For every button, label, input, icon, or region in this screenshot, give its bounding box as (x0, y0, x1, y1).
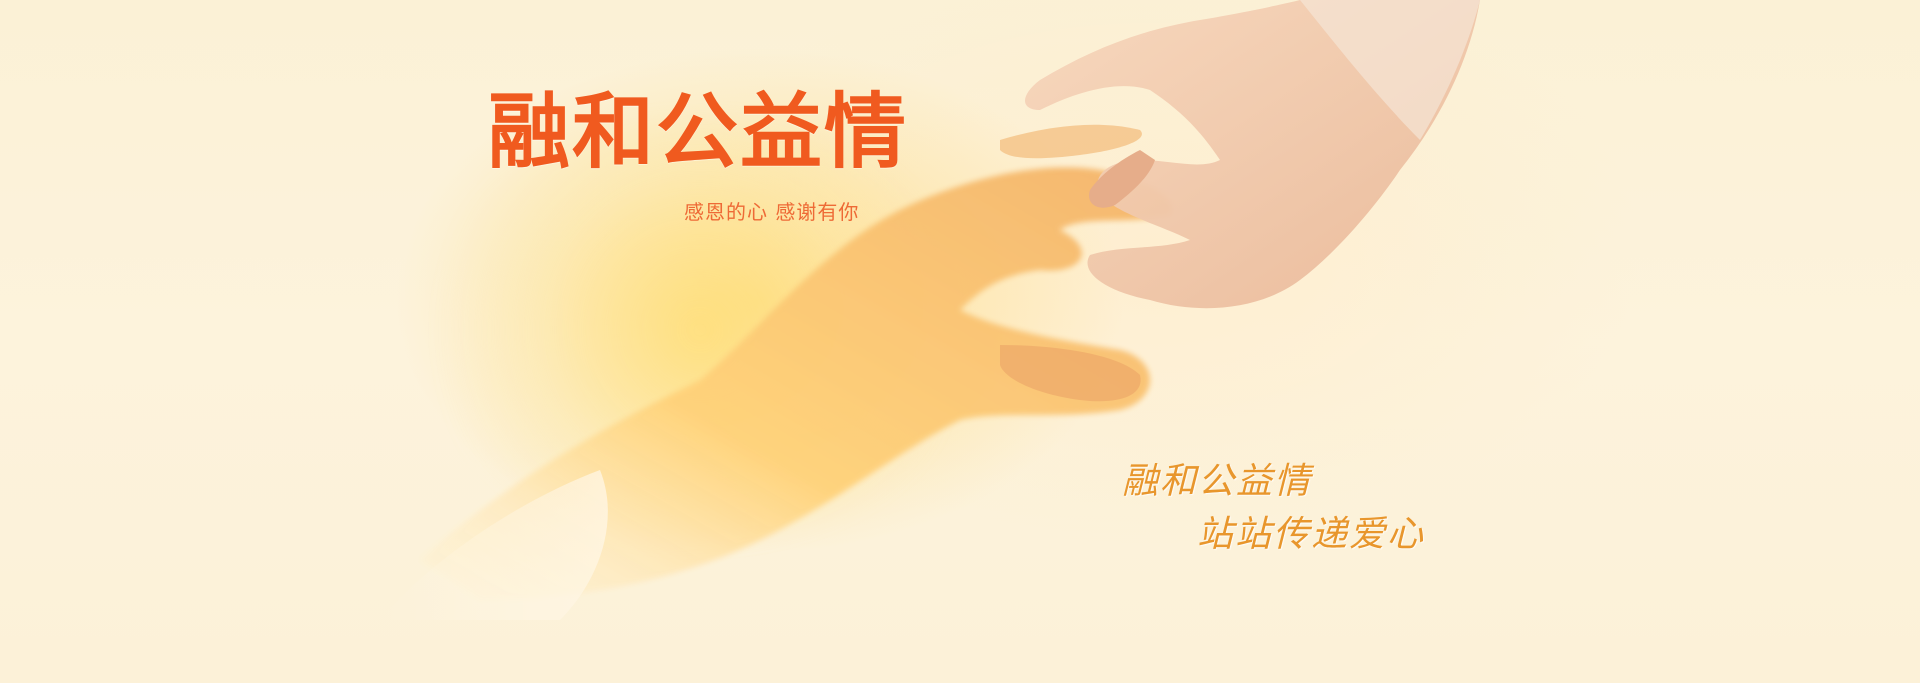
headline-subtitle: 感恩的心 感谢有你 (684, 200, 860, 224)
headline-title: 融和公益情 (488, 85, 909, 180)
elderly-hand (420, 167, 1172, 601)
slogan-line-2: 站站传递爱心 (1197, 514, 1426, 555)
slogan-line-1: 融和公益情 (1122, 461, 1313, 502)
